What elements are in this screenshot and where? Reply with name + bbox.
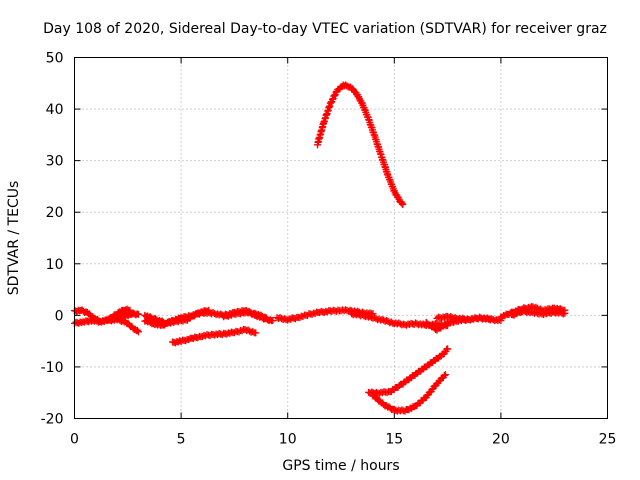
data-point [203,307,211,315]
x-tick-label: 25 [599,432,617,448]
y-tick-label: -10 [41,360,64,376]
data-point [331,91,339,99]
y-tick-label: 30 [46,154,64,170]
data-point [466,316,474,324]
data-point [441,371,449,379]
data-point [383,389,391,397]
x-tick-label: 10 [279,432,297,448]
series-arc-8 [273,306,377,324]
series-arc-13 [365,345,452,397]
data-point [284,316,292,324]
data-point [398,200,406,208]
x-tick-label: 0 [70,432,79,448]
series-arc-5 [141,306,213,327]
data-point [196,309,204,317]
data-point [198,333,206,341]
data-series [71,81,569,415]
data-point [194,334,202,342]
y-tick-labels: -20 -10 0 10 20 30 40 50 [41,51,64,428]
series-arc-9 [314,81,407,208]
data-point [269,317,277,325]
data-point [134,310,142,318]
y-tick-label: 50 [46,51,64,67]
plot-frame [74,57,608,419]
data-point [561,309,569,317]
series-arc-7 [220,308,270,322]
grid [74,57,608,419]
data-point [167,319,175,327]
data-point [230,329,238,337]
data-point [328,95,336,103]
data-point [399,200,407,208]
data-point [261,313,269,321]
data-point [177,337,185,345]
series-arc-3 [102,309,142,324]
x-tick-label: 20 [492,432,510,448]
data-point [326,99,334,107]
x-tick-labels: 0 5 10 15 20 25 [70,432,616,448]
data-point [486,315,494,323]
x-axis-label: GPS time / hours [282,458,399,474]
data-point [227,311,235,319]
data-point [444,345,452,353]
data-point [249,328,257,336]
series-arc-12 [433,312,494,324]
x-tick-label: 5 [177,432,186,448]
data-point [540,311,548,319]
data-point [133,326,141,334]
data-point [252,329,260,337]
data-point [308,310,316,318]
series-arc-6 [169,325,260,347]
data-point [330,92,338,100]
data-point [262,314,270,322]
data-point [224,312,232,320]
data-point [291,315,299,323]
data-point [483,314,491,322]
data-point [205,306,213,314]
data-point [134,328,142,336]
y-tick-label: -20 [41,412,64,428]
data-point [440,371,448,379]
series-arc-14 [369,371,449,415]
data-point [235,328,243,336]
data-point [179,317,187,325]
y-axis-label: SDTVAR / TECUs [6,181,22,296]
y-tick-label: 40 [46,102,64,118]
axis-ticks [74,57,608,419]
data-point [185,336,193,344]
y-tick-label: 10 [46,257,64,273]
data-point [311,309,319,317]
chart-title: Day 108 of 2020, Sidereal Day-to-day VTE… [43,21,607,37]
data-point [182,337,190,345]
data-point [223,330,231,338]
data-point [296,314,304,322]
x-tick-label: 15 [385,432,403,448]
data-point [327,98,335,106]
data-point [199,308,207,316]
series-arc-16 [508,307,569,319]
y-tick-label: 0 [55,308,64,324]
data-point [170,318,178,326]
y-tick-label: 20 [46,205,64,221]
data-point [236,310,244,318]
data-point [299,312,307,320]
data-point [189,335,197,343]
